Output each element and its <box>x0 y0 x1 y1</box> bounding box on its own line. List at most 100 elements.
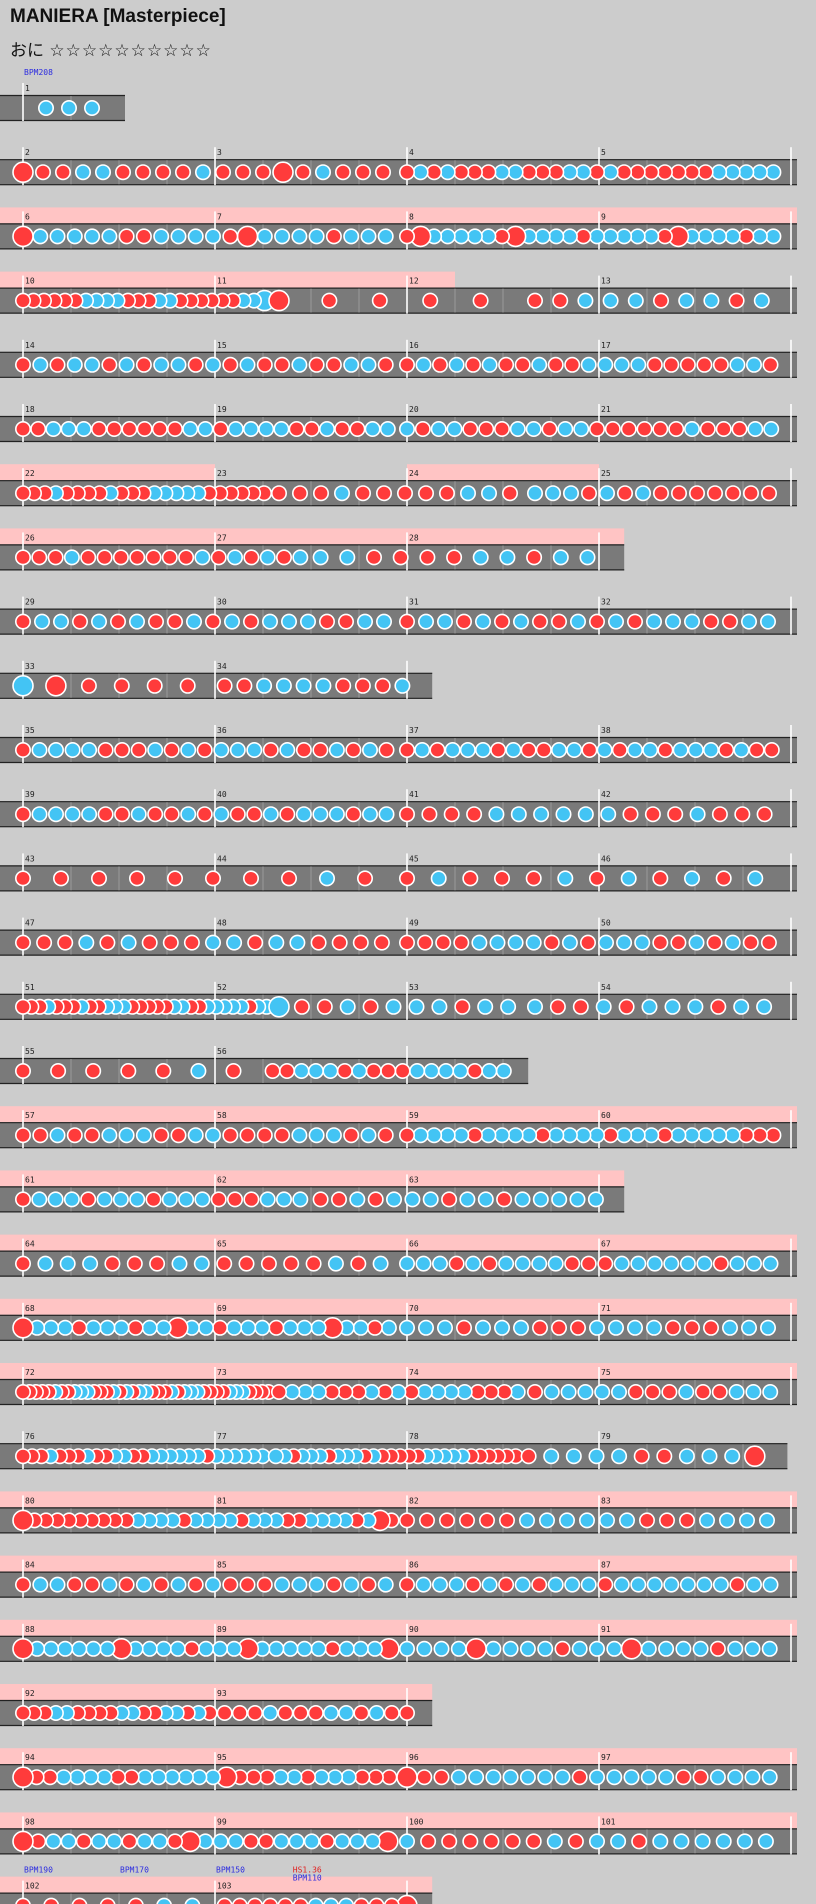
measure-number: 46 <box>601 854 611 863</box>
ka-note <box>64 806 81 823</box>
measure-number: 32 <box>601 598 611 607</box>
don-note <box>760 485 777 502</box>
big-ka-note <box>268 995 290 1018</box>
ka-note <box>45 420 62 437</box>
measure-number: 95 <box>217 1753 227 1762</box>
don-note <box>258 1833 275 1850</box>
ka-note <box>398 1255 415 1272</box>
measure-number: 50 <box>601 919 611 928</box>
ka-note <box>658 1769 675 1786</box>
ka-note <box>474 613 491 630</box>
ka-note <box>733 741 750 758</box>
measure-number: 39 <box>25 790 35 799</box>
ka-note <box>184 1897 201 1904</box>
ka-note <box>521 1127 538 1144</box>
big-don-note <box>12 1638 34 1660</box>
don-note <box>135 356 152 373</box>
don-note <box>550 613 567 630</box>
ka-note <box>588 1833 605 1850</box>
don-note <box>85 1063 102 1080</box>
ka-note <box>439 164 456 181</box>
don-note <box>91 420 108 437</box>
don-note <box>581 741 598 758</box>
ka-note <box>205 1769 222 1786</box>
ka-note <box>481 356 498 373</box>
ka-note <box>45 1833 62 1850</box>
don-note <box>478 1512 495 1529</box>
ka-note <box>327 1769 344 1786</box>
measure-number: 9 <box>601 212 606 221</box>
measure-number: 64 <box>25 1240 35 1249</box>
ka-note <box>630 1576 647 1593</box>
don-note <box>291 485 308 502</box>
ka-note <box>261 613 278 630</box>
don-note <box>763 741 780 758</box>
don-note <box>238 1255 255 1272</box>
ka-note <box>762 1255 779 1272</box>
ka-note <box>557 420 574 437</box>
measure-number: 17 <box>601 341 611 350</box>
don-note <box>113 677 130 694</box>
don-note <box>458 1512 475 1529</box>
measure-number: 23 <box>217 469 227 478</box>
ka-note <box>120 934 137 951</box>
don-note <box>498 1576 515 1593</box>
ka-note <box>711 164 728 181</box>
ka-note <box>412 164 429 181</box>
ka-note <box>762 1384 779 1401</box>
ka-note <box>258 420 275 437</box>
ka-note <box>385 1191 402 1208</box>
ka-note <box>417 1319 434 1336</box>
ka-note <box>275 677 292 694</box>
ka-note <box>81 806 98 823</box>
ka-note <box>339 549 356 566</box>
ka-note <box>724 164 741 181</box>
ka-note <box>683 1127 700 1144</box>
don-note <box>480 164 497 181</box>
don-note <box>57 934 74 951</box>
don-note <box>718 741 735 758</box>
ka-note <box>607 1319 624 1336</box>
ka-note <box>634 485 651 502</box>
don-note <box>531 613 548 630</box>
measure-number: 99 <box>217 1817 227 1826</box>
don-note <box>656 164 673 181</box>
ka-note <box>95 164 112 181</box>
ka-note <box>759 613 776 630</box>
ka-note <box>284 1384 301 1401</box>
ka-note <box>493 1319 510 1336</box>
don-note <box>279 806 296 823</box>
don-note <box>398 1512 415 1529</box>
don-note <box>235 164 252 181</box>
gogo-highlight <box>0 1298 797 1315</box>
ka-note <box>182 420 199 437</box>
don-note <box>91 870 108 887</box>
ka-note <box>560 1384 577 1401</box>
don-note <box>264 1063 281 1080</box>
ka-note <box>453 1127 470 1144</box>
ka-note <box>577 1384 594 1401</box>
ka-note <box>509 1384 526 1401</box>
measure-number: 87 <box>601 1561 611 1570</box>
gogo-highlight <box>0 1170 625 1187</box>
ka-note <box>417 613 434 630</box>
gogo-highlight <box>0 464 215 481</box>
don-note <box>431 356 448 373</box>
ka-note <box>394 677 411 694</box>
ka-note <box>356 613 373 630</box>
ka-note <box>91 1833 108 1850</box>
ka-note <box>436 613 453 630</box>
don-note <box>579 934 596 951</box>
ka-note <box>37 100 54 117</box>
ka-note <box>364 420 381 437</box>
ka-note <box>170 228 187 245</box>
ka-note <box>84 100 101 117</box>
ka-note <box>652 1833 669 1850</box>
ka-note <box>555 806 572 823</box>
ka-note <box>489 934 506 951</box>
ka-note <box>678 292 695 309</box>
ka-note <box>558 1512 575 1529</box>
don-note <box>520 1448 537 1465</box>
ka-note <box>118 1127 135 1144</box>
